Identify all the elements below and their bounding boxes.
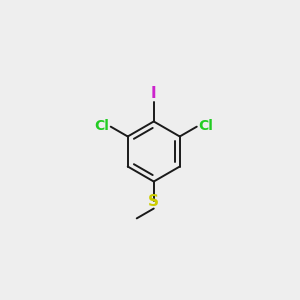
- Text: Cl: Cl: [199, 119, 214, 133]
- Text: I: I: [151, 86, 157, 101]
- Text: Cl: Cl: [94, 119, 109, 133]
- Text: S: S: [148, 194, 159, 209]
